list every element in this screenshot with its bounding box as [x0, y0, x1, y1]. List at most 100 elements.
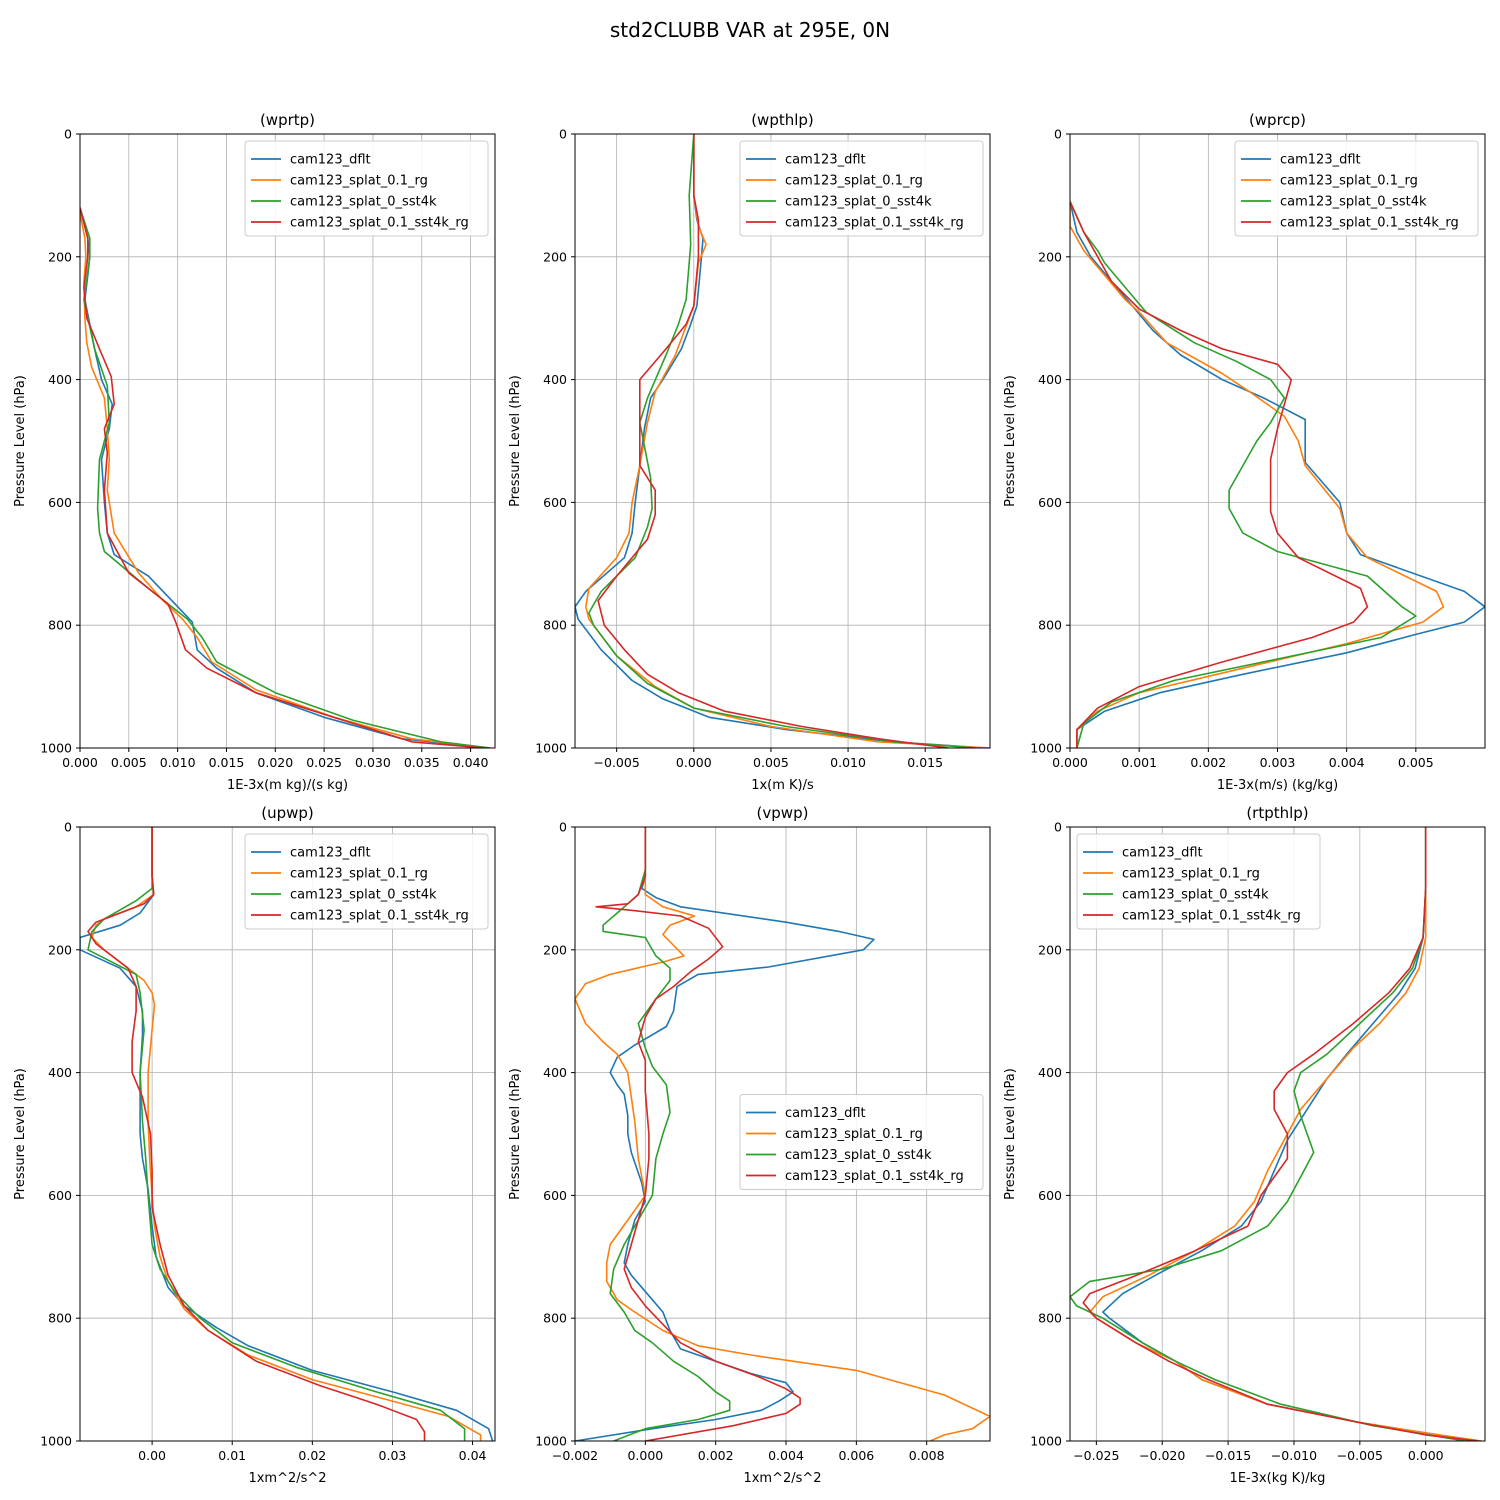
y-tick-label: 0	[64, 127, 72, 142]
legend: cam123_dflt cam123_splat_0.1_rg cam123_spl…	[739, 140, 984, 237]
y-tick-label: 600	[543, 1188, 567, 1203]
x-axis-label: 1x(m K)/s	[751, 778, 814, 793]
legend-label: cam123_splat_0_sst4k	[785, 195, 932, 210]
legend: cam123_dflt cam123_splat_0.1_rg cam123_spl…	[739, 1094, 984, 1190]
y-tick-label: 400	[543, 1065, 567, 1080]
legend: cam123_dflt cam123_splat_0.1_rg cam123_spl…	[244, 140, 489, 237]
legend-label: cam123_splat_0.1_rg	[785, 174, 923, 189]
y-tick-label: 1000	[40, 1434, 72, 1449]
y-tick-label: 800	[543, 618, 567, 633]
x-tick-label: 0.005	[1398, 755, 1434, 770]
legend-label: cam123_splat_0_sst4k	[1122, 888, 1269, 903]
chart-panel-1: 0.000 0.005 0.010 0.015 0.020 0.025 0.030 0.035…	[13, 111, 496, 793]
legend-label: cam123_splat_0.1_sst4k_rg	[1280, 216, 1459, 231]
y-tick-label: 1000	[535, 741, 567, 756]
chart-panel-2: −0.005 0.000 0.005 0.010 0.015 0 200 400 600 800 1…	[508, 111, 991, 793]
x-tick-label: 0.02	[298, 1448, 326, 1463]
legend-label: cam123_splat_0.1_sst4k_rg	[785, 1169, 964, 1184]
axes-frame	[1069, 826, 1486, 1442]
legend-label: cam123_dflt	[785, 153, 866, 168]
y-tick-label: 800	[1038, 618, 1062, 633]
series-line-cam123_splat_0.1_sst4k_rg	[1070, 201, 1369, 748]
series-line-cam123_dflt	[575, 827, 875, 1441]
y-axis-label: Pressure Level (hPa)	[1003, 375, 1018, 507]
x-tick-label: 0.008	[909, 1448, 945, 1463]
legend-label: cam123_dflt	[290, 846, 371, 861]
chart-panel-3: 0.000 0.001 0.002 0.003 0.004 0.005 0 200 400 600…	[1003, 111, 1486, 793]
y-axis-label: Pressure Level (hPa)	[1003, 1068, 1018, 1200]
x-axis-label: 1E-3x(kg K)/kg	[1230, 1471, 1326, 1486]
legend-label: cam123_splat_0.1_rg	[1122, 867, 1260, 882]
x-tick-label: 0.005	[753, 755, 789, 770]
chart-title: (rtpthlp)	[1246, 804, 1308, 822]
x-tick-label: 0.002	[698, 1448, 734, 1463]
legend-label: cam123_dflt	[1122, 846, 1203, 861]
x-tick-label: 0.001	[1121, 755, 1157, 770]
y-tick-label: 800	[48, 1311, 72, 1326]
chart-title: (wprcp)	[1249, 111, 1306, 129]
y-tick-label: 1000	[1030, 1434, 1062, 1449]
x-tick-label: 0.002	[1190, 755, 1226, 770]
legend: cam123_dflt cam123_splat_0.1_rg cam123_spl…	[1076, 833, 1321, 930]
chart-panel-4: 0.00 0.01 0.02 0.03 0.04 0 200 400 600 800 1000 (up…	[13, 804, 496, 1486]
series-line-cam123_splat_0.1_sst4k_rg	[80, 207, 486, 748]
legend-label: cam123_splat_0.1_rg	[290, 867, 428, 882]
series-line-cam123_splat_0_sst4k	[80, 207, 491, 748]
x-tick-label: 0.030	[355, 755, 391, 770]
y-tick-label: 1000	[535, 1434, 567, 1449]
y-tick-label: 800	[48, 618, 72, 633]
x-tick-label: 0.003	[1260, 755, 1296, 770]
y-tick-label: 1000	[40, 741, 72, 756]
x-tick-label: 0.010	[830, 755, 866, 770]
x-tick-label: 0.000	[1052, 755, 1088, 770]
legend-label: cam123_splat_0_sst4k	[290, 888, 437, 903]
x-tick-label: 0.01	[218, 1448, 246, 1463]
x-tick-label: 0.00	[138, 1448, 166, 1463]
legend-label: cam123_splat_0.1_sst4k_rg	[290, 216, 469, 231]
y-tick-label: 800	[543, 1311, 567, 1326]
legend-label: cam123_dflt	[1280, 153, 1361, 168]
legend-label: cam123_splat_0_sst4k	[290, 195, 437, 210]
legend-frame	[739, 1094, 984, 1190]
legend-frame	[1234, 140, 1479, 237]
x-tick-label: 0.004	[768, 1448, 804, 1463]
x-tick-label: 0.000	[62, 755, 98, 770]
x-tick-label: −0.020	[1139, 1448, 1185, 1463]
legend-frame	[244, 140, 489, 237]
y-axis-label: Pressure Level (hPa)	[508, 375, 523, 507]
x-tick-label: 0.000	[627, 1448, 663, 1463]
x-tick-label: 0.010	[160, 755, 196, 770]
y-tick-label: 600	[1038, 1188, 1062, 1203]
legend-frame	[739, 140, 984, 237]
legend-label: cam123_splat_0.1_rg	[785, 1127, 923, 1142]
legend-label: cam123_splat_0.1_rg	[290, 174, 428, 189]
x-tick-label: 0.004	[1329, 755, 1365, 770]
legend-label: cam123_splat_0.1_rg	[1280, 174, 1418, 189]
x-tick-label: −0.010	[1271, 1448, 1317, 1463]
chart-title: (wprtp)	[260, 111, 315, 129]
series-line-cam123_dflt	[80, 827, 494, 1441]
axes-frame	[79, 133, 496, 749]
y-tick-label: 800	[1038, 1311, 1062, 1326]
legend-label: cam123_splat_0.1_sst4k_rg	[290, 909, 469, 924]
x-tick-label: −0.002	[552, 1448, 598, 1463]
y-tick-label: 400	[543, 372, 567, 387]
chart-title: (vpwp)	[757, 804, 809, 822]
axes-frame	[79, 826, 496, 1442]
y-tick-label: 200	[48, 942, 72, 957]
y-axis-label: Pressure Level (hPa)	[13, 375, 28, 507]
x-axis-label: 1E-3x(m kg)/(s kg)	[227, 778, 348, 793]
x-tick-label: 0.03	[379, 1448, 407, 1463]
y-tick-label: 200	[48, 249, 72, 264]
y-tick-label: 600	[543, 495, 567, 510]
chart-panel-5: −0.002 0.000 0.002 0.004 0.006 0.008 0 200 400 60…	[508, 804, 991, 1486]
series-line-cam123_splat_0.1_sst4k_rg	[597, 134, 949, 748]
legend-label: cam123_splat_0.1_sst4k_rg	[785, 216, 964, 231]
axes-frame	[574, 826, 991, 1442]
legend: cam123_dflt cam123_splat_0.1_rg cam123_spl…	[244, 833, 489, 930]
legend-label: cam123_dflt	[290, 153, 371, 168]
figure-suptitle: std2CLUBB VAR at 295E, 0N	[610, 18, 890, 42]
y-tick-label: 600	[1038, 495, 1062, 510]
